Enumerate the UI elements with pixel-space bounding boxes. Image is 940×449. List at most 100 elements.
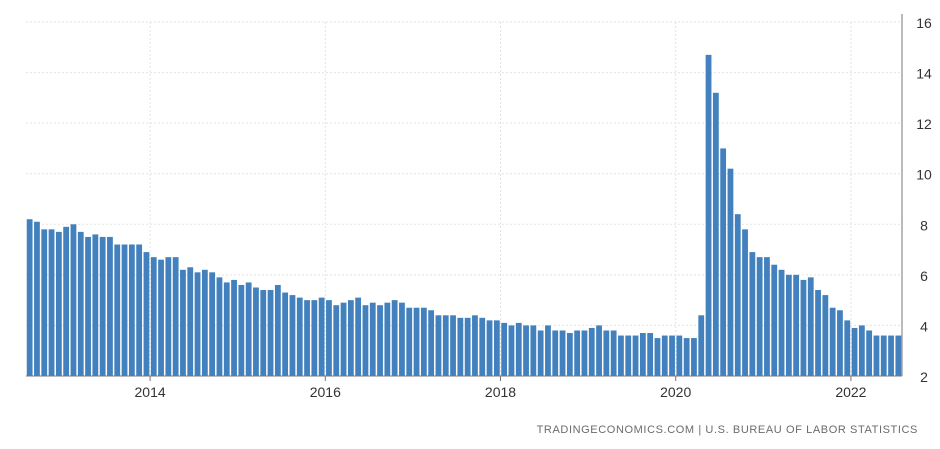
bar [136, 244, 143, 376]
bar [143, 252, 150, 376]
bar [282, 292, 289, 376]
bar [442, 315, 449, 376]
bar [742, 229, 748, 376]
bar [829, 307, 836, 376]
bar [654, 338, 661, 376]
bar [165, 257, 172, 376]
bar [493, 320, 500, 376]
bar [822, 295, 829, 376]
axes [26, 14, 903, 381]
bar [355, 297, 362, 376]
bar [873, 335, 880, 376]
bar [486, 320, 493, 376]
bar [99, 236, 106, 376]
bar [618, 335, 624, 376]
bar [727, 168, 734, 376]
bar [253, 287, 259, 376]
bar [851, 327, 858, 376]
bar [318, 297, 325, 376]
bar [888, 335, 894, 376]
bar [530, 325, 537, 376]
bar [41, 229, 48, 376]
bar [771, 264, 778, 376]
x-tick-label: 2022 [835, 384, 866, 400]
bar [793, 274, 800, 376]
bar [537, 330, 544, 376]
y-tick-label: 12 [916, 116, 932, 132]
x-tick-label: 2014 [135, 384, 166, 400]
bar [107, 236, 113, 376]
bar [785, 274, 792, 376]
bar [764, 257, 770, 376]
bar [231, 279, 237, 376]
y-tick-label: 14 [916, 66, 932, 82]
bar [377, 305, 383, 376]
bar [552, 330, 559, 376]
bar [420, 307, 427, 376]
y-axis-tick-labels: 2 4 6 8 10 12 14 16 [916, 15, 932, 385]
bar [180, 269, 186, 376]
bar [333, 305, 340, 376]
x-axis-tick-labels: 2014 2016 2018 2020 2022 [135, 384, 867, 400]
bar [720, 148, 727, 376]
bar-series [26, 54, 902, 377]
bar [311, 300, 318, 376]
bar [114, 244, 121, 376]
y-tick-label: 4 [920, 318, 928, 334]
bar [209, 272, 216, 376]
bar [260, 290, 267, 376]
bar [362, 305, 369, 376]
bar [632, 335, 639, 376]
bar [712, 92, 719, 377]
bar [413, 307, 420, 376]
bar [734, 214, 741, 376]
bar [384, 302, 391, 376]
bar [683, 338, 690, 376]
bar [508, 325, 515, 376]
bar [596, 325, 602, 376]
source-credit: TRADINGECONOMICS.COM | U.S. BUREAU OF LA… [536, 424, 918, 436]
bar [406, 307, 413, 376]
bar [581, 330, 588, 376]
bar [70, 224, 77, 376]
bar [837, 310, 843, 376]
bar [391, 300, 398, 376]
bar [866, 330, 873, 376]
bar [647, 333, 654, 376]
bar [128, 244, 135, 376]
bar [187, 267, 194, 376]
bar [399, 302, 405, 376]
bar [807, 277, 814, 376]
bar [676, 335, 683, 376]
grid-lines [26, 21, 902, 376]
bar [238, 284, 245, 376]
bar [472, 315, 478, 376]
bar [347, 300, 354, 376]
y-tick-label: 2 [920, 369, 928, 385]
bar [92, 234, 99, 376]
bar [428, 310, 435, 376]
y-tick-label: 6 [920, 268, 928, 284]
bar [464, 317, 471, 376]
bar [369, 302, 376, 376]
bar [85, 236, 91, 376]
bar [435, 315, 442, 376]
x-tick-label: 2018 [485, 384, 516, 400]
bar [479, 317, 486, 376]
bar [457, 317, 464, 376]
bar [603, 330, 610, 376]
bar [48, 229, 55, 376]
bar [267, 290, 274, 376]
y-tick-label: 10 [916, 167, 932, 183]
bar [201, 269, 208, 376]
bar [216, 277, 223, 376]
bar [844, 320, 851, 376]
bar [661, 335, 668, 376]
bar [296, 297, 303, 376]
bar [588, 327, 595, 376]
bar [63, 226, 70, 376]
bar [304, 300, 310, 376]
bar [778, 269, 785, 376]
bar [800, 279, 807, 376]
